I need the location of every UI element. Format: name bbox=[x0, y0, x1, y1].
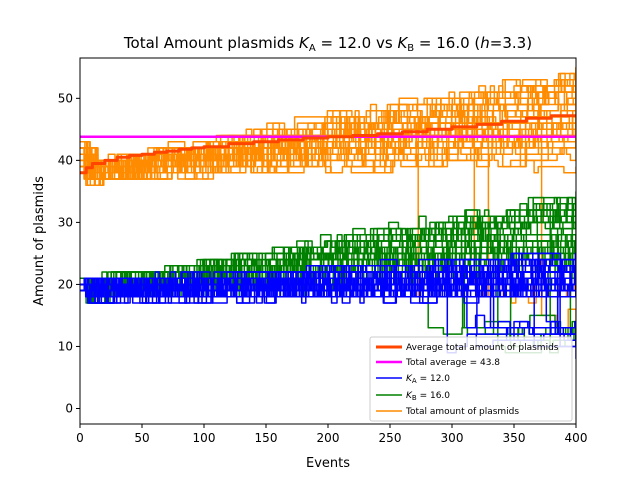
legend-label-total-average: Total average = 43.8 bbox=[405, 358, 500, 368]
kb-line bbox=[80, 203, 576, 292]
ka-line bbox=[80, 271, 576, 354]
legend-label-average: Average total amount of plasmids bbox=[406, 343, 559, 353]
ka-line bbox=[80, 277, 576, 304]
y-tick-label: 40 bbox=[58, 153, 73, 167]
y-tick-label: 0 bbox=[65, 401, 73, 415]
series-layer bbox=[80, 67, 576, 359]
x-tick-label: 0 bbox=[76, 431, 84, 445]
legend-label-kb: KB = 16.0 bbox=[406, 391, 450, 402]
x-tick-label: 50 bbox=[134, 431, 149, 445]
total-plasmids-line bbox=[80, 140, 576, 180]
x-tick-label: 400 bbox=[565, 431, 588, 445]
x-tick-label: 150 bbox=[255, 431, 278, 445]
y-axis: 0 10 20 30 40 50 bbox=[58, 91, 80, 415]
y-tick-label: 50 bbox=[58, 91, 73, 105]
ka-line bbox=[80, 277, 576, 304]
y-tick-label: 30 bbox=[58, 215, 73, 229]
legend: Average total amount of plasmids Total a… bbox=[369, 336, 573, 422]
average-total-line bbox=[80, 114, 576, 175]
y-tick-label: 10 bbox=[58, 339, 73, 353]
x-axis-label: Events bbox=[306, 456, 350, 471]
x-tick-label: 200 bbox=[317, 431, 340, 445]
x-tick-label: 350 bbox=[503, 431, 526, 445]
total-plasmids-line bbox=[80, 67, 576, 180]
y-tick-label: 20 bbox=[58, 277, 73, 291]
x-tick-label: 300 bbox=[441, 431, 464, 445]
y-axis-label: Amount of plasmids bbox=[32, 176, 47, 306]
legend-label-ka: KA = 12.0 bbox=[406, 374, 450, 385]
x-axis: 0 50 100 150 200 250 300 350 400 bbox=[76, 424, 587, 445]
legend-label-total: Total amount of plasmids bbox=[405, 407, 519, 417]
ka-line bbox=[80, 258, 576, 298]
x-tick-label: 100 bbox=[193, 431, 216, 445]
legend-box bbox=[369, 336, 573, 422]
x-tick-label: 250 bbox=[379, 431, 402, 445]
chart-title: Total Amount plasmids KA = 12.0 vs KB = … bbox=[123, 34, 532, 54]
